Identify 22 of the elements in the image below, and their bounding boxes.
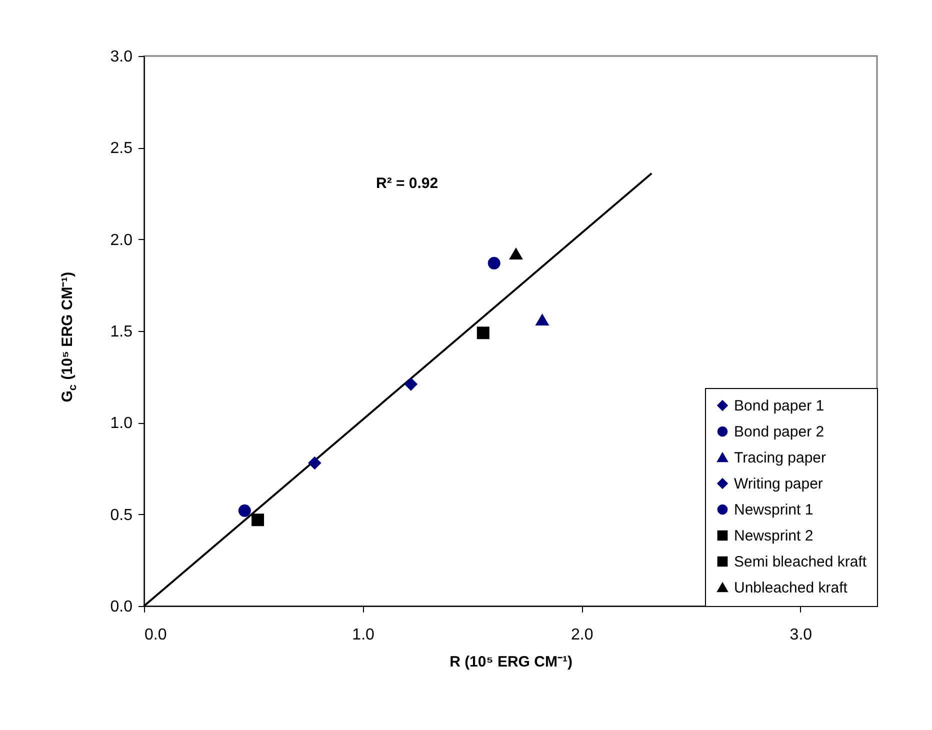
legend-label: Bond paper 2 [734, 424, 824, 440]
y-tick-label: 0.5 [110, 506, 133, 524]
x-tick-label: 3.0 [790, 626, 812, 644]
y-tick-label: 2.0 [110, 232, 133, 249]
x-tick-label: 2.0 [570, 626, 594, 644]
x-tick-label: 0.0 [144, 626, 167, 644]
y-tick-label: 1.0 [110, 415, 133, 432]
legend-label: Bond paper 1 [734, 398, 824, 414]
y-tick-label: 3.0 [110, 48, 133, 66]
y-axis-title: Gc (10⁵ ERG CM⁻¹) [59, 272, 79, 402]
x-axis-title: R (10⁵ ERG CM⁻¹) [450, 654, 572, 670]
legend-label: Unbleached kraft [734, 580, 848, 596]
x-tick-label: 1.0 [352, 626, 375, 644]
y-tick-label: 1.5 [110, 324, 133, 340]
y-tick-label: 0.0 [110, 598, 133, 616]
legend-label: Newsprint 1 [734, 502, 814, 518]
legend-label: Newsprint 2 [734, 528, 814, 544]
y-tick-label: 2.5 [110, 140, 133, 158]
legend-label: Semi bleached kraft [734, 554, 868, 570]
legend-label: Tracing paper [734, 450, 826, 466]
annotation: R² = 0.92 [376, 175, 438, 192]
legend-label: Writing paper [734, 476, 823, 492]
